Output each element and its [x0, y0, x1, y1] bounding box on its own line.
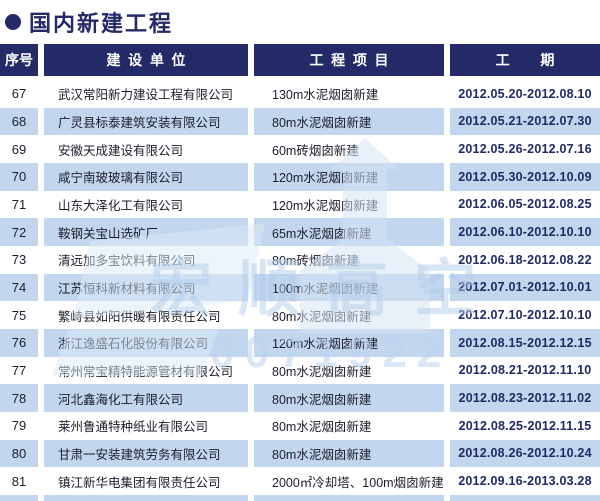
table-body: 67 武汉常阳新力建设工程有限公司 130m水泥烟囱新建 2012.05.20-…	[0, 80, 600, 495]
cell-row-number: 75	[0, 301, 38, 329]
cell-period: 2012.05.21-2012.07.30	[450, 107, 600, 136]
cell-company: 广灵县标泰建筑安装有限公司	[44, 107, 248, 136]
cell-project: 80m水泥烟囱新建	[254, 411, 444, 440]
cell-company: 咸宁南玻玻璃有限公司	[44, 162, 248, 191]
cell-company: 浙江逸盛石化股份有限公司	[44, 328, 248, 357]
cell-project: 100m水泥烟囱新建	[254, 273, 444, 302]
table-row: 73 清远加多宝饮料有限公司 80m砖烟囱新建 2012.06.18-2012.…	[0, 245, 600, 274]
cell-company: 甘肃一安装建筑劳务有限公司	[44, 439, 248, 468]
table-row: 80 甘肃一安装建筑劳务有限公司 80m水泥烟囱新建 2012.08.26-20…	[0, 439, 600, 468]
header-project: 工程项目	[254, 44, 444, 76]
cell-period: 2012.05.26-2012.07.16	[450, 135, 600, 163]
cell-row-number: 69	[0, 135, 38, 163]
table-row: 76 浙江逸盛石化股份有限公司 120m水泥烟囱新建 2012.08.15-20…	[0, 328, 600, 357]
cell-project: 80m水泥烟囱新建	[254, 107, 444, 136]
cell-project: 130m水泥烟囱新建	[254, 80, 444, 108]
table-header: 序号 建设单位 工程项目 工期	[0, 44, 600, 76]
title-bar: 国内新建工程	[0, 0, 600, 44]
table-row: 72 鞍钢关宝山选矿厂 65m水泥烟囱新建 2012.06.10-2012.10…	[0, 218, 600, 246]
cell-period: 2012.05.30-2012.10.09	[450, 162, 600, 191]
page-title: 国内新建工程	[29, 11, 174, 36]
cell-project: 120m水泥烟囱新建	[254, 328, 444, 357]
cell-period: 2012.06.18-2012.08.22	[450, 245, 600, 274]
table-row: 74 江苏恒科新材料有限公司 100m水泥烟囱新建 2012.07.01-201…	[0, 273, 600, 302]
table-row: 77 常州常宝精特能源管材有限公司 80m水泥烟囱新建 2012.08.21-2…	[0, 356, 600, 385]
cell-period: 2012.08.15-2012.12.15	[450, 328, 600, 357]
cell-company: 常州常宝精特能源管材有限公司	[44, 356, 248, 385]
header-company: 建设单位	[44, 44, 248, 76]
cell-row-number: 67	[0, 80, 38, 108]
table-row: 75 繁峙县如阳供暖有限责任公司 80m水泥烟囱新建 2012.07.10-20…	[0, 301, 600, 329]
cell-company: 鞍钢关宝山选矿厂	[44, 218, 248, 246]
cell-row-number: 78	[0, 384, 38, 412]
cell-period: 2012.06.10-2012.10.10	[450, 218, 600, 246]
cell-row-number: 81	[0, 467, 38, 495]
table-row: 78 河北鑫海化工有限公司 80m水泥烟囱新建 2012.08.23-2012.…	[0, 384, 600, 412]
cell-project: 65m水泥烟囱新建	[254, 218, 444, 246]
cell-row-number: 76	[0, 328, 38, 357]
cell-period: 2012.08.23-2012.11.02	[450, 384, 600, 412]
cell-project: 80m砖烟囱新建	[254, 245, 444, 274]
cell-period: 2012.05.20-2012.08.10	[450, 80, 600, 108]
cell-row-number: 77	[0, 356, 38, 385]
table-row: 79 莱州鲁通特种纸业有限公司 80m水泥烟囱新建 2012.08.25-201…	[0, 411, 600, 440]
cell-company: 河北鑫海化工有限公司	[44, 384, 248, 412]
table-row: 69 安徽天成建设有限公司 60m砖烟囱新建 2012.05.26-2012.0…	[0, 135, 600, 163]
cell-period: 2012.06.05-2012.08.25	[450, 190, 600, 219]
table-row: 67 武汉常阳新力建设工程有限公司 130m水泥烟囱新建 2012.05.20-…	[0, 80, 600, 108]
cell-row-number: 80	[0, 439, 38, 468]
cell-company: 武汉常阳新力建设工程有限公司	[44, 80, 248, 108]
cell-company: 江苏恒科新材料有限公司	[44, 273, 248, 302]
table-row: 81 镇江新华电集团有限责任公司 2000㎡冷却塔、100m烟囱新建 2012.…	[0, 467, 600, 495]
cell-project: 60m砖烟囱新建	[254, 135, 444, 163]
cell-company: 山东大泽化工有限公司	[44, 190, 248, 219]
cell-period: 2012.08.21-2012.11.10	[450, 356, 600, 385]
cell-company: 镇江新华电集团有限责任公司	[44, 467, 248, 495]
cell-period: 2012.07.10-2012.10.10	[450, 301, 600, 329]
cell-company: 清远加多宝饮料有限公司	[44, 245, 248, 274]
cell-row-number: 74	[0, 273, 38, 302]
cell-row-number: 71	[0, 190, 38, 219]
cell-project: 120m水泥烟囱新建	[254, 190, 444, 219]
cell-period: 2012.08.25-2012.11.15	[450, 411, 600, 440]
table-row: 68 广灵县标泰建筑安装有限公司 80m水泥烟囱新建 2012.05.21-20…	[0, 107, 600, 136]
cell-row-number: 79	[0, 411, 38, 440]
cell-row-number: 72	[0, 218, 38, 246]
cell-company: 莱州鲁通特种纸业有限公司	[44, 411, 248, 440]
cell-period: 2012.07.01-2012.10.01	[450, 273, 600, 302]
cell-row-number: 73	[0, 245, 38, 274]
cell-project: 80m水泥烟囱新建	[254, 439, 444, 468]
partial-next-row	[0, 494, 600, 501]
cell-project: 80m水泥烟囱新建	[254, 301, 444, 329]
cell-row-number: 70	[0, 162, 38, 191]
header-no: 序号	[0, 44, 38, 76]
header-period: 工期	[450, 44, 600, 76]
table-row: 70 咸宁南玻玻璃有限公司 120m水泥烟囱新建 2012.05.30-2012…	[0, 162, 600, 191]
cell-row-number: 68	[0, 107, 38, 136]
cell-company: 繁峙县如阳供暖有限责任公司	[44, 301, 248, 329]
cell-project: 120m水泥烟囱新建	[254, 162, 444, 191]
cell-period: 2012.09.16-2013.03.28	[450, 467, 600, 495]
cell-period: 2012.08.26-2012.10.24	[450, 439, 600, 468]
circle-bullet-icon	[5, 14, 21, 30]
cell-company: 安徽天成建设有限公司	[44, 135, 248, 163]
table-row: 71 山东大泽化工有限公司 120m水泥烟囱新建 2012.06.05-2012…	[0, 190, 600, 219]
cell-project: 80m水泥烟囱新建	[254, 384, 444, 412]
cell-project: 2000㎡冷却塔、100m烟囱新建	[254, 467, 444, 495]
cell-project: 80m水泥烟囱新建	[254, 356, 444, 385]
